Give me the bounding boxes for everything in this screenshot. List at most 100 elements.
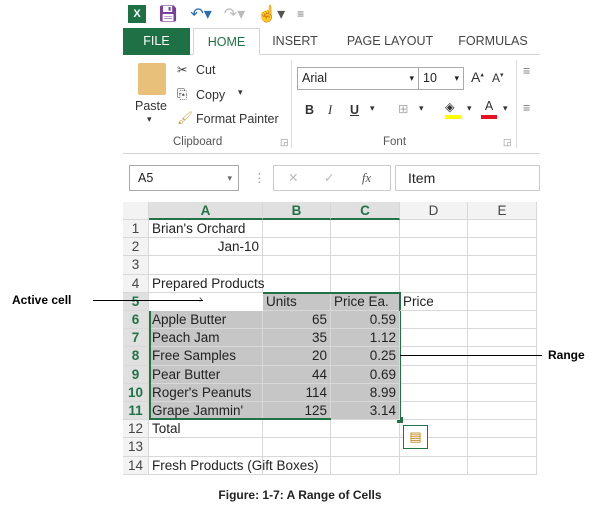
font-size-select[interactable]: 10 ▾ (418, 67, 464, 90)
cell-D7[interactable] (400, 329, 468, 348)
clipboard-dialog-launcher-icon[interactable]: ◲ (280, 137, 289, 147)
row-header-6[interactable]: 6 (123, 311, 149, 330)
font-color-dropdown-icon[interactable]: ▾ (503, 103, 508, 113)
tab-formulas[interactable]: FORMULAS (458, 34, 528, 48)
cell-C10[interactable]: 8.99 (331, 383, 400, 402)
underline-button[interactable]: U (350, 103, 360, 117)
cell-D2[interactable] (400, 238, 468, 257)
cell-D6[interactable] (400, 311, 468, 330)
decrease-font-icon[interactable]: A▾ (492, 71, 504, 85)
copy-button[interactable]: Copy (196, 88, 226, 102)
cell-E4[interactable] (468, 274, 537, 293)
row-header-9[interactable]: 9 (123, 365, 149, 384)
cell-E10[interactable] (468, 383, 537, 402)
cell-E5[interactable] (468, 292, 537, 311)
cell-B10[interactable]: 114 (263, 383, 331, 402)
cut-button[interactable]: Cut (196, 63, 216, 77)
cell-B9[interactable]: 44 (263, 365, 331, 384)
cell-D10[interactable] (400, 383, 468, 402)
align-left-icon[interactable]: ≡ (523, 101, 531, 115)
row-header-1[interactable]: 1 (123, 220, 149, 239)
cell-C5[interactable]: Price Ea. (331, 292, 400, 311)
cell-B12[interactable] (263, 420, 331, 439)
cell-E7[interactable] (468, 329, 537, 348)
cell-C12[interactable] (331, 420, 400, 439)
cell-A11[interactable]: Grape Jammin' (149, 402, 263, 421)
cell-B6[interactable]: 65 (263, 311, 331, 330)
copy-dropdown-icon[interactable]: ▾ (238, 87, 243, 97)
redo-icon[interactable]: ↷▾ (223, 6, 246, 23)
cell-B11[interactable]: 125 (263, 402, 331, 421)
row-header-11[interactable]: 11 (123, 402, 149, 421)
tab-home[interactable]: HOME (193, 28, 260, 55)
cell-B5[interactable]: Units (263, 292, 331, 311)
cell-E12[interactable] (468, 420, 537, 439)
cell-C9[interactable]: 0.69 (331, 365, 400, 384)
cell-B4[interactable] (263, 274, 331, 293)
cell-A7[interactable]: Peach Jam (149, 329, 263, 348)
cell-D13[interactable] (400, 438, 468, 457)
cell-E13[interactable] (468, 438, 537, 457)
cell-E11[interactable] (468, 402, 537, 421)
row-header-8[interactable]: 8 (123, 347, 149, 366)
font-dialog-launcher-icon[interactable]: ◲ (503, 137, 512, 147)
cell-A8[interactable]: Free Samples (149, 347, 263, 366)
cell-C6[interactable]: 0.59 (331, 311, 400, 330)
insert-function-icon[interactable]: fx (362, 171, 372, 185)
cell-C7[interactable]: 1.12 (331, 329, 400, 348)
cell-C14[interactable] (331, 456, 400, 475)
cell-B13[interactable] (263, 438, 331, 457)
row-header-7[interactable]: 7 (123, 329, 149, 348)
save-icon[interactable]: 💾︎ (158, 6, 179, 23)
cell-A1[interactable]: Brian's Orchard (149, 220, 263, 239)
cell-D11[interactable] (400, 402, 468, 421)
format-painter-button[interactable]: Format Painter (196, 112, 279, 126)
paste-button[interactable]: Paste (135, 99, 167, 113)
cell-A4[interactable]: Prepared Products (149, 274, 265, 293)
cell-A2[interactable]: Jan-10 (149, 238, 263, 257)
column-header-A[interactable]: A (149, 202, 263, 220)
borders-dropdown-icon[interactable]: ▾ (419, 103, 424, 113)
cell-B8[interactable]: 20 (263, 347, 331, 366)
cell-E2[interactable] (468, 238, 537, 257)
enter-icon[interactable]: ✓ (324, 171, 335, 185)
cell-E9[interactable] (468, 365, 537, 384)
cell-C1[interactable] (331, 220, 400, 239)
cell-C13[interactable] (331, 438, 400, 457)
cell-C8[interactable]: 0.25 (331, 347, 400, 366)
row-header-5[interactable]: 5 (123, 292, 149, 311)
tab-insert[interactable]: INSERT (272, 34, 318, 48)
cell-D3[interactable] (400, 256, 468, 275)
cell-A6[interactable]: Apple Butter (149, 311, 263, 330)
font-name-select[interactable]: Arial ▾ (297, 67, 419, 90)
cell-B7[interactable]: 35 (263, 329, 331, 348)
row-header-14[interactable]: 14 (123, 456, 149, 475)
formula-input[interactable]: Item (395, 165, 540, 191)
cell-A14[interactable]: Fresh Products (Gift Boxes) (149, 456, 319, 475)
row-header-10[interactable]: 10 (123, 383, 149, 402)
font-color-icon[interactable]: A (481, 99, 497, 119)
row-header-12[interactable]: 12 (123, 420, 149, 439)
cell-E14[interactable] (468, 456, 537, 475)
cell-A9[interactable]: Pear Butter (149, 365, 263, 384)
row-header-4[interactable]: 4 (123, 274, 149, 293)
row-header-2[interactable]: 2 (123, 238, 149, 257)
italic-button[interactable]: I (328, 103, 333, 117)
fill-dropdown-icon[interactable]: ▾ (467, 103, 472, 113)
bold-button[interactable]: B (305, 103, 315, 117)
row-header-3[interactable]: 3 (123, 256, 149, 275)
cell-E3[interactable] (468, 256, 537, 275)
cell-E6[interactable] (468, 311, 537, 330)
column-header-E[interactable]: E (468, 202, 537, 220)
cell-D8[interactable] (400, 347, 468, 366)
touch-mode-icon[interactable]: ☝▾ (257, 6, 286, 23)
cell-E8[interactable] (468, 347, 537, 366)
cell-B1[interactable] (263, 220, 331, 239)
quick-analysis-icon[interactable]: ▤ (403, 425, 428, 449)
paste-icon[interactable] (138, 63, 166, 95)
fill-color-icon[interactable]: ◈ (445, 99, 461, 119)
cell-A3[interactable] (149, 256, 263, 275)
column-header-B[interactable]: B (263, 202, 331, 220)
paste-dropdown-icon[interactable]: ▾ (147, 114, 152, 124)
cancel-icon[interactable]: ✕ (288, 171, 299, 185)
